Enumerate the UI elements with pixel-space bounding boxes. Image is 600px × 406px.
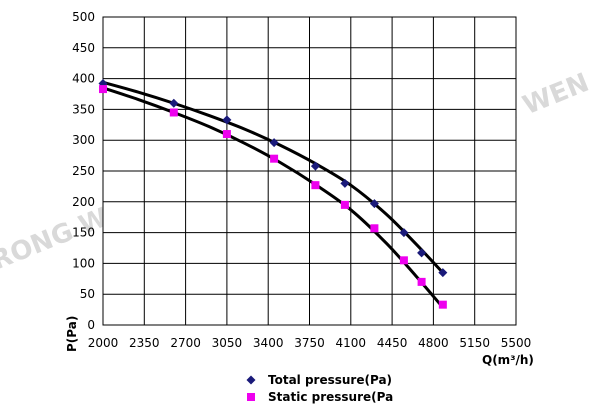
data-point-static	[438, 300, 447, 309]
y-tick-label: 450	[72, 41, 95, 55]
legend-label-total: Total pressure(Pa)	[268, 373, 392, 387]
x-tick-label: 5500	[501, 336, 532, 350]
data-points	[98, 79, 448, 309]
data-point-static	[169, 108, 178, 117]
data-point-total	[310, 161, 320, 171]
y-axis-label: P(Pa)	[65, 316, 79, 352]
data-point-total	[340, 178, 350, 188]
x-axis-label: Q(m³/h)	[482, 353, 534, 367]
legend-marker-total	[246, 375, 256, 385]
data-point-total	[438, 268, 448, 278]
x-tick-label: 3750	[294, 336, 325, 350]
x-tick-label: 2350	[129, 336, 160, 350]
fit-curve-total	[102, 80, 444, 274]
data-point-total	[369, 199, 379, 209]
grid-lines	[102, 16, 517, 326]
y-tick-label: 150	[72, 226, 95, 240]
x-tick-label: 4100	[336, 336, 367, 350]
plot-area	[98, 16, 517, 326]
fit-curve-static	[102, 86, 442, 306]
x-tick-label: 4450	[377, 336, 408, 350]
data-point-static	[417, 277, 426, 286]
data-point-total	[169, 98, 179, 108]
x-tick-label: 3400	[253, 336, 284, 350]
x-tick-label: 2000	[88, 336, 119, 350]
y-tick-label: 100	[72, 256, 95, 270]
legend-label-static: Static pressure(Pa	[268, 390, 393, 404]
data-point-static	[399, 256, 408, 265]
y-tick-label: 0	[87, 318, 95, 332]
y-tick-label: 400	[72, 72, 95, 86]
data-point-total	[222, 115, 232, 125]
legend-marker-static	[247, 393, 255, 401]
y-tick-label: 500	[72, 10, 95, 24]
x-tick-label: 5150	[459, 336, 490, 350]
y-tick-label: 250	[72, 164, 95, 178]
y-tick-label: 350	[72, 102, 95, 116]
x-tick-label: 2700	[170, 336, 201, 350]
x-tick-label: 4800	[418, 336, 449, 350]
fit-curves	[102, 80, 444, 306]
data-point-static	[222, 130, 231, 139]
x-tick-label: 3050	[212, 336, 243, 350]
data-point-total	[269, 138, 279, 148]
data-point-total	[399, 228, 409, 238]
data-point-static	[340, 200, 349, 209]
data-point-static	[370, 224, 379, 233]
data-point-total	[417, 248, 427, 258]
legend: Total pressure(Pa) Static pressure(Pa	[246, 373, 393, 404]
y-axis-ticks: 0 50 100 150 200 250 300 350 400 450 500	[72, 10, 95, 332]
x-axis-ticks: 2000 2350 2700 3050 3400 3750 4100 4450 4800 5150…	[88, 336, 532, 350]
data-point-static	[99, 85, 107, 94]
y-tick-label: 50	[80, 287, 95, 301]
y-tick-label: 300	[72, 133, 95, 147]
y-tick-label: 200	[72, 195, 95, 209]
data-point-static	[311, 181, 320, 190]
data-point-static	[270, 154, 279, 163]
